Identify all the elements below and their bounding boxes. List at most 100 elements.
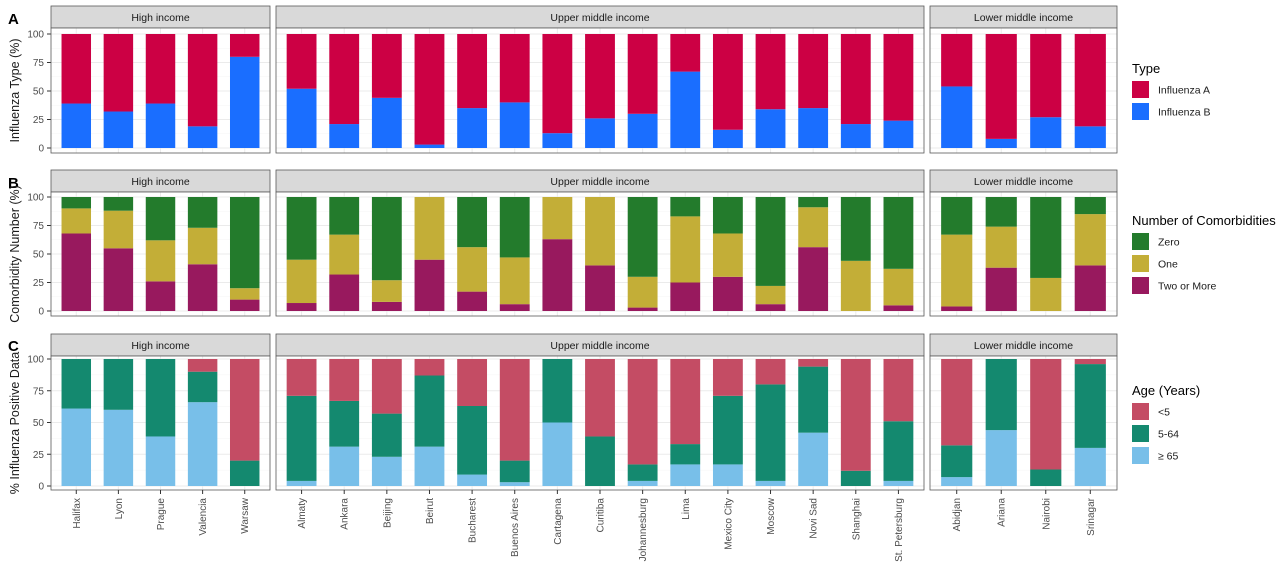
y-axis-label-c: % Influenza Positive Data bbox=[8, 352, 22, 494]
bar-segment-two-or-more bbox=[414, 259, 445, 311]
x-tick-label-city: Moscow bbox=[766, 497, 777, 534]
bar-segment-zero bbox=[712, 197, 743, 234]
bar-segment-age-ge65 bbox=[414, 446, 445, 486]
bar-segment-age-lt5 bbox=[329, 359, 360, 401]
bar-segment-influenza-a bbox=[542, 34, 573, 134]
bar-segment-influenza-b bbox=[499, 102, 530, 148]
bar-segment-age-ge65 bbox=[103, 409, 134, 486]
x-tick-label-city: Beijing bbox=[382, 498, 393, 528]
x-tick-label-city: Buenos Aires bbox=[510, 498, 521, 557]
bar-segment-age-lt5 bbox=[585, 359, 615, 437]
bar-segment-influenza-b bbox=[798, 108, 829, 148]
y-tick-label: 100 bbox=[27, 193, 44, 204]
y-tick-label: 50 bbox=[33, 87, 45, 98]
bar-segment-influenza-a bbox=[187, 34, 218, 127]
legend-key-influenza-a bbox=[1132, 81, 1149, 98]
bar-segment-two-or-more bbox=[61, 233, 92, 311]
bar-segment-influenza-a bbox=[145, 34, 176, 104]
bar-segment-one bbox=[712, 233, 743, 277]
bar-segment-age-ge65 bbox=[286, 480, 317, 486]
y-tick-label: 75 bbox=[33, 221, 45, 232]
bar-segment-zero bbox=[985, 197, 1017, 227]
bar-segment-zero bbox=[1074, 197, 1106, 215]
facet-strip-label: Upper middle income bbox=[550, 12, 649, 24]
bar-segment-one bbox=[145, 240, 176, 282]
bar-segment-two-or-more bbox=[941, 306, 973, 311]
legend-key-one bbox=[1132, 255, 1149, 272]
legend-label: Influenza B bbox=[1158, 107, 1211, 119]
panel-border bbox=[50, 27, 271, 154]
y-tick-label: 75 bbox=[33, 58, 45, 69]
bar-segment-one bbox=[542, 197, 573, 240]
bar-segment-one bbox=[1074, 214, 1106, 266]
bar-segment-two-or-more bbox=[712, 276, 743, 311]
bar-segment-age-lt5 bbox=[457, 359, 488, 406]
bar-segment-two-or-more bbox=[985, 267, 1017, 311]
bar-segment-zero bbox=[1030, 197, 1062, 278]
x-tick-label-city: Warsaw bbox=[240, 497, 251, 534]
y-tick-label: 0 bbox=[38, 307, 44, 318]
panel-border bbox=[275, 27, 925, 154]
panel-border bbox=[275, 191, 925, 317]
bar-segment-influenza-a bbox=[329, 34, 360, 125]
panel-border bbox=[929, 27, 1118, 154]
bar-segment-age-5-64 bbox=[985, 359, 1017, 431]
panel-letter-b: B bbox=[8, 175, 19, 192]
bar-segment-one bbox=[941, 234, 973, 307]
bar-segment-age-5-64 bbox=[883, 421, 914, 481]
bar-segment-one bbox=[229, 288, 260, 300]
y-tick-label: 0 bbox=[38, 482, 44, 493]
bar-segment-influenza-b bbox=[1074, 126, 1106, 148]
bar-segment-influenza-b bbox=[670, 71, 701, 148]
bar-segment-age-5-64 bbox=[840, 470, 871, 486]
bar-segment-influenza-b bbox=[414, 144, 445, 148]
bar-segment-zero bbox=[187, 197, 218, 228]
facet-strip-label: High income bbox=[131, 340, 190, 352]
bar-segment-age-ge65 bbox=[542, 422, 573, 486]
bar-segment-age-ge65 bbox=[712, 464, 743, 486]
bar-segment-two-or-more bbox=[798, 247, 829, 311]
bar-segment-influenza-b bbox=[187, 126, 218, 148]
bar-segment-influenza-a bbox=[286, 34, 317, 89]
y-tick-label: 75 bbox=[33, 386, 45, 397]
legend-label: Zero bbox=[1158, 237, 1180, 249]
bar-segment-age-ge65 bbox=[457, 474, 488, 486]
bar-segment-two-or-more bbox=[286, 303, 317, 311]
bar-segment-age-ge65 bbox=[187, 402, 218, 486]
x-tick-label-city: Nairobi bbox=[1041, 498, 1052, 530]
bar-segment-two-or-more bbox=[542, 239, 573, 311]
bar-segment-one bbox=[103, 210, 134, 249]
bar-segment-zero bbox=[457, 197, 488, 248]
bar-segment-age-lt5 bbox=[883, 359, 914, 422]
y-tick-label: 100 bbox=[27, 355, 44, 366]
bar-segment-influenza-b bbox=[542, 133, 573, 148]
x-tick-label-city: Srinagar bbox=[1086, 497, 1097, 535]
bar-segment-age-5-64 bbox=[1030, 469, 1062, 486]
bar-segment-one bbox=[883, 268, 914, 306]
bar-segment-age-ge65 bbox=[499, 482, 530, 486]
panel-border bbox=[929, 355, 1118, 491]
bar-segment-one bbox=[329, 234, 360, 275]
bar-segment-two-or-more bbox=[1074, 265, 1106, 311]
bar-segment-influenza-b bbox=[883, 120, 914, 148]
legend-label: <5 bbox=[1158, 407, 1170, 419]
bar-segment-zero bbox=[329, 197, 360, 235]
legend-label: Two or More bbox=[1158, 281, 1217, 293]
bar-segment-age-ge65 bbox=[145, 436, 176, 486]
bar-segment-age-5-64 bbox=[1074, 364, 1106, 448]
y-tick-label: 50 bbox=[33, 250, 45, 261]
bar-segment-age-lt5 bbox=[1074, 359, 1106, 365]
bar-segment-two-or-more bbox=[187, 264, 218, 311]
bar-segment-age-5-64 bbox=[798, 366, 829, 433]
bar-segment-influenza-b bbox=[145, 103, 176, 148]
bar-segment-influenza-b bbox=[286, 88, 317, 148]
bar-segment-one bbox=[1030, 277, 1062, 311]
bar-segment-age-5-64 bbox=[61, 359, 92, 409]
bar-segment-one bbox=[457, 247, 488, 292]
x-tick-label-city: St. Petersburg bbox=[894, 498, 905, 562]
bar-segment-influenza-b bbox=[712, 129, 743, 148]
bar-segment-age-5-64 bbox=[329, 400, 360, 447]
bar-segment-influenza-a bbox=[1030, 34, 1062, 118]
bar-segment-two-or-more bbox=[883, 305, 914, 311]
